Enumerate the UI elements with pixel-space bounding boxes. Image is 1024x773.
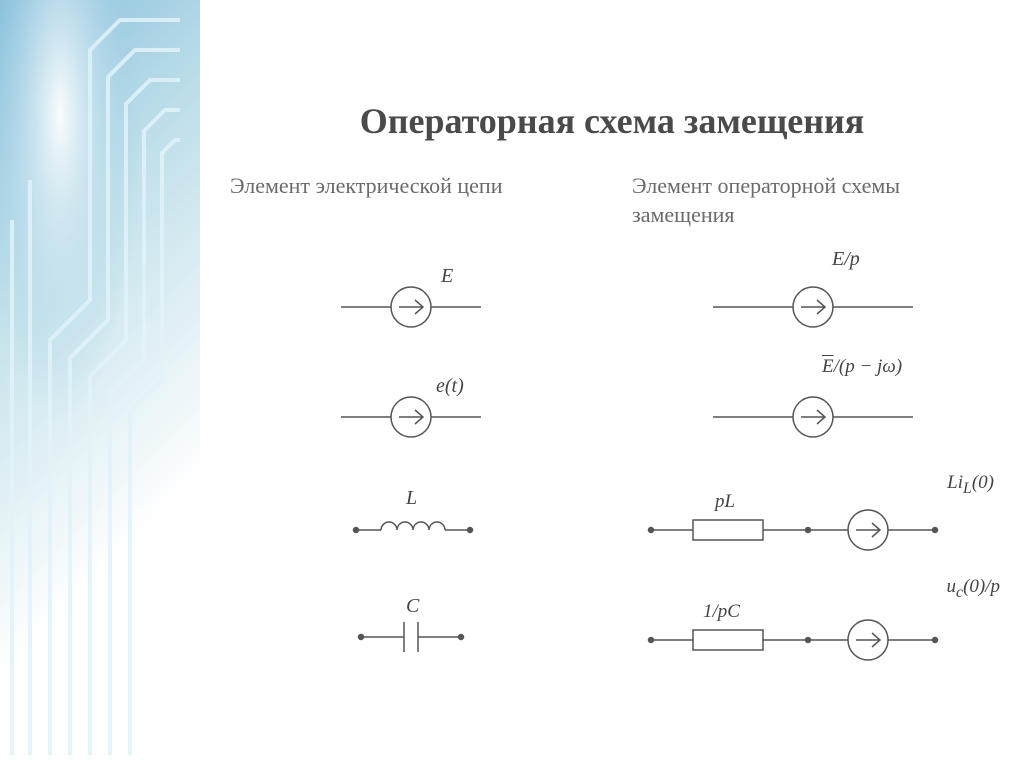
label-et: e(t) xyxy=(436,375,464,397)
row-source-et: e(t) xyxy=(230,352,592,462)
column-original-elements: Элемент электрической цепи E xyxy=(230,172,592,682)
inductor-icon: L xyxy=(311,482,511,552)
impedance-with-source-icon: pL xyxy=(633,482,993,552)
label-LiL0: LiL(0) xyxy=(947,472,994,498)
label-Epjw: E/(p − jω) xyxy=(822,356,902,378)
label-L: L xyxy=(405,487,417,509)
page-title: Операторная схема замещения xyxy=(230,100,994,142)
label-uc0p: uc(0)/p xyxy=(947,576,1000,602)
voltage-source-icon: E xyxy=(311,262,511,332)
voltage-source-icon xyxy=(653,262,973,332)
row-pL: pL LiL(0) xyxy=(632,462,994,572)
left-column-header: Элемент электрической цепи xyxy=(230,172,592,242)
column-operator-elements: Элемент операторной схемы замещения E/p xyxy=(632,172,994,682)
row-source-Epjw: E/(p − jω) xyxy=(632,352,994,462)
label-C: C xyxy=(406,595,420,617)
row-inductor: L xyxy=(230,462,592,572)
voltage-source-icon: e(t) xyxy=(311,372,511,442)
row-source-E: E xyxy=(230,242,592,352)
row-source-Ep: E/p xyxy=(632,242,994,352)
right-column-header: Элемент операторной схемы замещения xyxy=(632,172,994,242)
row-capacitor: C xyxy=(230,572,592,682)
two-column-layout: Элемент электрической цепи E xyxy=(230,172,994,682)
right-rows: E/p E/(p − jω) xyxy=(632,242,994,682)
voltage-source-icon xyxy=(653,372,973,442)
row-1pC: 1/pC uc(0)/p xyxy=(632,572,994,682)
main-content: Операторная схема замещения Элемент элек… xyxy=(200,0,1024,768)
background-decoration xyxy=(0,0,200,768)
left-rows: E e(t) xyxy=(230,242,592,682)
circuit-traces-icon xyxy=(0,0,200,768)
impedance-with-source-icon: 1/pC xyxy=(633,592,993,662)
label-E: E xyxy=(440,265,453,287)
label-Ep: E/p xyxy=(832,248,860,271)
capacitor-icon: C xyxy=(311,592,511,662)
label-pL: pL xyxy=(713,491,735,512)
label-1pC: 1/pC xyxy=(703,601,740,622)
